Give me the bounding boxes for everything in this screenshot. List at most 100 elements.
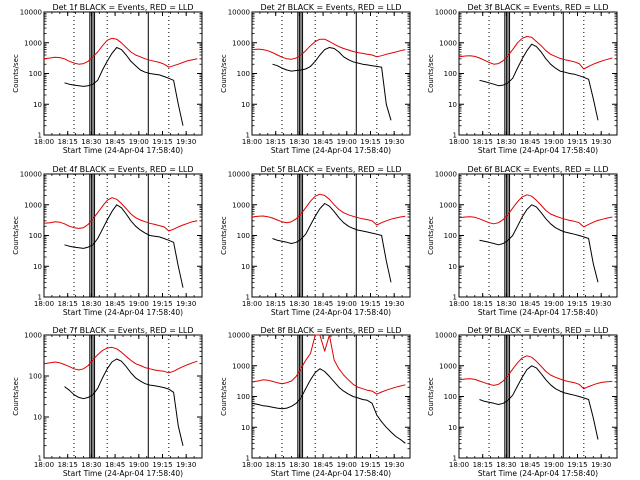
lld-line: [43, 346, 198, 374]
x-axis-label: Start Time (24-Apr-04 17:58:40): [271, 469, 391, 478]
x-tick-label: 19:30: [176, 461, 196, 469]
events-line: [272, 47, 392, 121]
y-tick-label: 1000: [24, 332, 42, 340]
x-axis-label: Start Time (24-Apr-04 17:58:40): [63, 146, 183, 155]
x-tick-label: 18:30: [81, 138, 101, 146]
lld-line: [251, 334, 406, 395]
y-tick-label: 10: [448, 101, 457, 109]
y-tick-label: 100: [444, 232, 457, 240]
plot-frame: [251, 173, 411, 298]
x-tick-label: 18:00: [34, 461, 54, 469]
y-tick-label: 1: [246, 294, 250, 302]
x-tick-label: 18:15: [266, 138, 286, 146]
x-tick-label: 19:00: [129, 300, 149, 308]
x-tick-label: 19:30: [176, 138, 196, 146]
x-tick-label: 19:30: [591, 461, 611, 469]
y-tick-label: 1000: [232, 362, 250, 370]
y-axis-label: Counts/sec: [427, 54, 435, 93]
chart-panel-5: Det 5f BLACK = Events, RED = LLD 1 10 100 10…: [220, 165, 411, 317]
x-tick-label: 18:15: [58, 300, 78, 308]
x-axis-label: Start Time (24-Apr-04 17:58:40): [271, 308, 391, 317]
y-tick-label: 100: [29, 232, 42, 240]
x-tick-label: 19:00: [544, 138, 564, 146]
x-tick-label: 19:15: [152, 300, 172, 308]
x-axis-label: Start Time (24-Apr-04 17:58:40): [63, 469, 183, 478]
y-axis-label: Counts/sec: [220, 216, 228, 255]
y-axis-label: Counts/sec: [12, 54, 20, 93]
x-tick-label: 19:15: [567, 138, 587, 146]
plot-frame: [251, 11, 411, 136]
x-tick-label: 19:00: [129, 461, 149, 469]
x-tick-label: 18:45: [105, 138, 125, 146]
plot-frame: [458, 334, 618, 459]
x-tick-label: 19:15: [567, 461, 587, 469]
chart-panel-6: Det 6f BLACK = Events, RED = LLD 1 10 100 10…: [427, 165, 618, 317]
x-tick-label: 18:00: [242, 138, 262, 146]
plot-frame: [43, 11, 203, 136]
chart-title: Det 3f BLACK = Events, RED = LLD: [467, 3, 608, 12]
lld-line: [43, 197, 198, 232]
y-axis-label: Counts/sec: [12, 216, 20, 255]
chart-panel-7: Det 7f BLACK = Events, RED = LLD 1 10 100 10…: [12, 326, 203, 478]
x-tick-label: 18:00: [34, 300, 54, 308]
x-tick-label: 18:45: [105, 461, 125, 469]
x-tick-label: 19:15: [152, 461, 172, 469]
y-tick-label: 10000: [435, 9, 457, 17]
lld-line: [43, 37, 198, 68]
x-tick-label: 18:00: [242, 300, 262, 308]
y-tick-label: 100: [237, 232, 250, 240]
y-tick-label: 1000: [24, 39, 42, 47]
chart-title: Det 4f BLACK = Events, RED = LLD: [52, 165, 193, 174]
y-tick-label: 10: [241, 424, 250, 432]
events-line: [64, 358, 184, 446]
chart-title: Det 1f BLACK = Events, RED = LLD: [52, 3, 193, 12]
chart-panel-1: Det 1f BLACK = Events, RED = LLD 1 10 100 10…: [12, 3, 203, 155]
chart-title: Det 6f BLACK = Events, RED = LLD: [467, 165, 608, 174]
x-tick-label: 18:00: [449, 461, 469, 469]
y-tick-label: 1: [38, 132, 42, 140]
x-axis-label: Start Time (24-Apr-04 17:58:40): [63, 308, 183, 317]
x-tick-label: 18:15: [58, 138, 78, 146]
x-tick-label: 18:30: [496, 300, 516, 308]
lld-line: [458, 355, 613, 390]
lld-line: [458, 36, 613, 70]
events-line: [251, 368, 406, 444]
x-tick-label: 19:15: [360, 138, 380, 146]
x-tick-label: 18:30: [496, 461, 516, 469]
plot-frame: [43, 173, 203, 298]
x-tick-label: 19:30: [591, 300, 611, 308]
events-line: [479, 365, 599, 440]
x-tick-label: 19:30: [591, 138, 611, 146]
x-tick-label: 19:00: [129, 138, 149, 146]
lld-line: [458, 194, 613, 228]
y-tick-label: 1000: [232, 39, 250, 47]
y-tick-label: 1: [246, 455, 250, 463]
x-tick-label: 19:00: [337, 461, 357, 469]
y-tick-label: 10000: [228, 9, 250, 17]
x-tick-label: 19:15: [360, 300, 380, 308]
x-tick-label: 19:30: [384, 300, 404, 308]
y-tick-label: 1000: [232, 201, 250, 209]
x-tick-label: 19:15: [567, 300, 587, 308]
y-tick-label: 1000: [439, 201, 457, 209]
chart-panel-2: Det 2f BLACK = Events, RED = LLD 1 10 100 10…: [220, 3, 411, 155]
y-tick-label: 100: [444, 70, 457, 78]
chart-panel-4: Det 4f BLACK = Events, RED = LLD 1 10 100 10…: [12, 165, 203, 317]
y-tick-label: 1000: [24, 201, 42, 209]
y-axis-label: Counts/sec: [220, 377, 228, 416]
y-axis-label: Counts/sec: [427, 216, 435, 255]
y-axis-label: Counts/sec: [220, 54, 228, 93]
y-tick-label: 10: [33, 101, 42, 109]
x-tick-label: 18:15: [473, 461, 493, 469]
y-tick-label: 1000: [439, 362, 457, 370]
y-axis-label: Counts/sec: [427, 377, 435, 416]
y-tick-label: 1: [453, 294, 457, 302]
x-tick-label: 18:15: [266, 461, 286, 469]
x-tick-label: 18:00: [34, 138, 54, 146]
x-tick-label: 18:45: [313, 300, 333, 308]
y-tick-label: 10000: [228, 171, 250, 179]
plot-frame: [458, 11, 618, 136]
y-tick-label: 10000: [228, 332, 250, 340]
y-tick-label: 10000: [20, 171, 42, 179]
y-tick-label: 10000: [20, 9, 42, 17]
